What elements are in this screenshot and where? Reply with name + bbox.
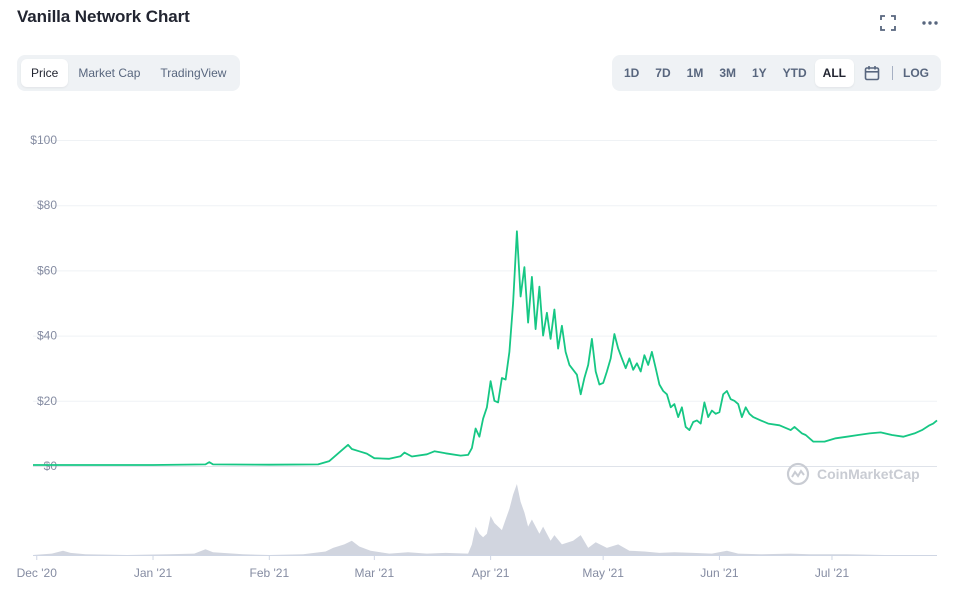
x-tick-label: Jun '21 <box>700 566 739 580</box>
y-tick-label: $80 <box>37 198 57 212</box>
more-horizontal-icon[interactable] <box>919 12 941 34</box>
fullscreen-icon[interactable] <box>877 12 899 34</box>
range-1m[interactable]: 1M <box>686 66 704 80</box>
log-scale-toggle[interactable]: LOG <box>903 66 929 80</box>
chart-grid <box>33 140 937 467</box>
watermark-text: CoinMarketCap <box>817 466 920 482</box>
range-divider <box>892 66 893 80</box>
coinmarketcap-logo-mark <box>791 469 805 478</box>
y-tick-label: $20 <box>37 394 57 408</box>
coinmarketcap-logo-icon <box>786 462 810 486</box>
volume-area <box>33 484 937 555</box>
x-tick-label: Jan '21 <box>134 566 173 580</box>
x-tick-label: Apr '21 <box>472 566 510 580</box>
range-1d[interactable]: 1D <box>623 66 640 80</box>
page-title: Vanilla Network Chart <box>17 7 190 26</box>
x-tick-label: May '21 <box>582 566 624 580</box>
range-7d[interactable]: 7D <box>655 66 671 80</box>
y-axis: $0 $20 $40 $60 $80 $100 <box>30 133 57 473</box>
y-tick-label: $60 <box>37 263 57 277</box>
x-tick-label: Feb '21 <box>249 566 289 580</box>
x-tick-label: Jul '21 <box>815 566 850 580</box>
range-tab-group: 1D 7D 1M 3M 1Y YTD ALL LOG <box>611 55 941 91</box>
tab-tradingview[interactable]: TradingView <box>160 66 227 80</box>
tab-market-cap[interactable]: Market Cap <box>78 66 141 80</box>
range-3m[interactable]: 3M <box>719 66 736 80</box>
y-tick-label: $0 <box>44 459 58 473</box>
calendar-icon[interactable] <box>854 59 890 87</box>
coinmarketcap-watermark: CoinMarketCap <box>786 462 920 486</box>
view-tab-group: Price Market Cap TradingView <box>17 55 241 91</box>
range-ytd[interactable]: YTD <box>782 66 807 80</box>
range-1y[interactable]: 1Y <box>751 66 767 80</box>
tab-price[interactable]: Price <box>21 59 69 87</box>
y-tick-label: $40 <box>37 329 57 343</box>
header-actions <box>877 12 941 34</box>
x-tick-label: Mar '21 <box>355 566 395 580</box>
y-tick-label: $100 <box>30 133 57 147</box>
volume-series <box>33 484 937 555</box>
price-line <box>33 230 938 466</box>
x-axis: Dec '20 Jan '21 Feb '21 Mar '21 Apr '21 May '… <box>17 555 850 580</box>
range-all[interactable]: ALL <box>814 59 854 87</box>
x-tick-label: Dec '20 <box>17 566 58 580</box>
